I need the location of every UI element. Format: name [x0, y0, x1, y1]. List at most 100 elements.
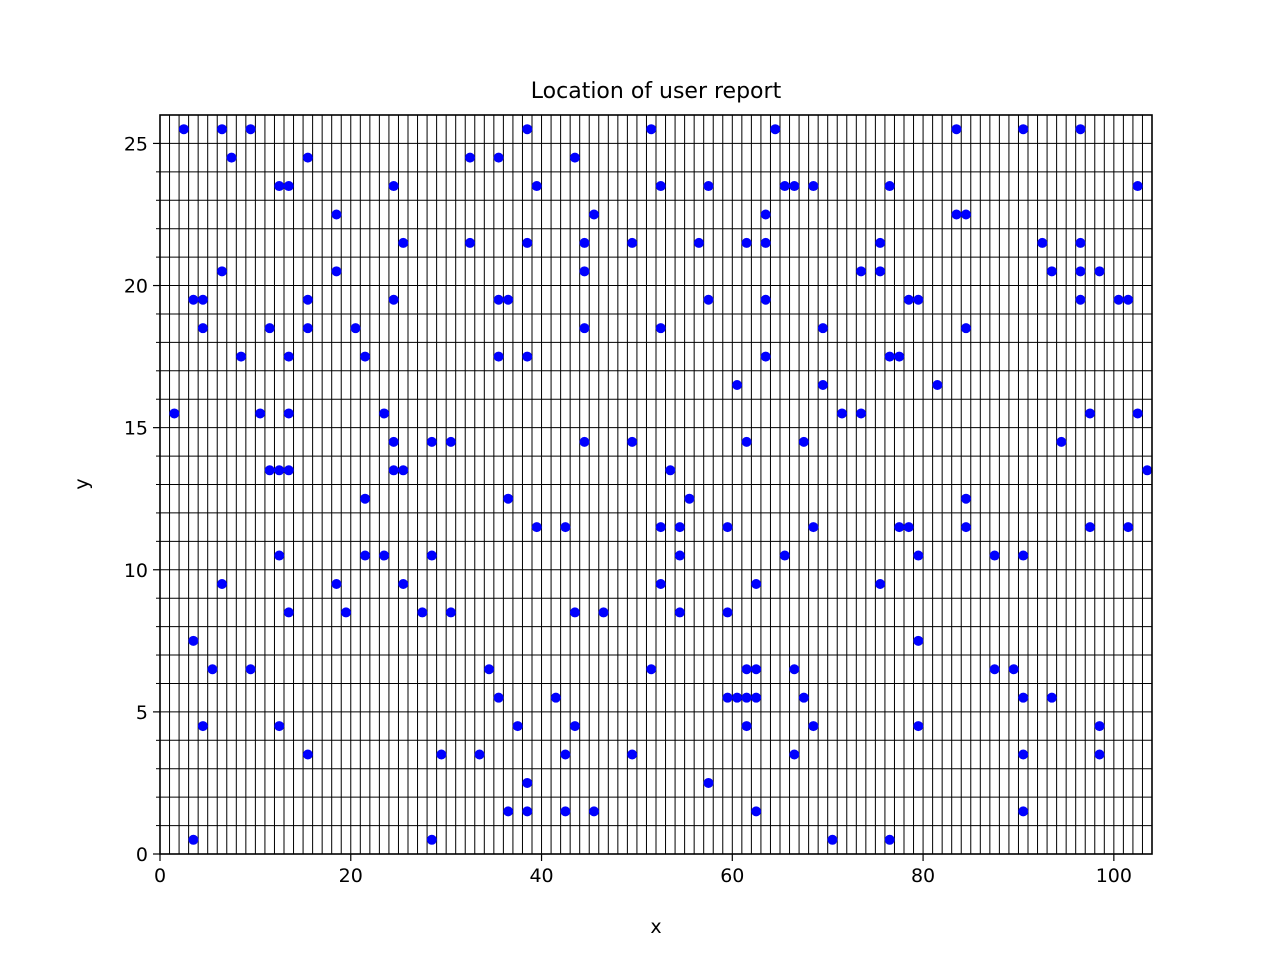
data-point	[331, 578, 342, 589]
data-point	[283, 181, 294, 192]
data-point	[560, 749, 571, 760]
data-point	[760, 351, 771, 362]
data-point	[350, 323, 361, 334]
data-point	[856, 408, 867, 419]
data-point	[903, 522, 914, 533]
data-point	[1056, 436, 1067, 447]
data-point	[436, 749, 447, 760]
data-point	[1142, 465, 1153, 476]
data-point	[264, 465, 275, 476]
data-point	[741, 721, 752, 732]
data-point	[884, 351, 895, 362]
data-point	[1085, 522, 1095, 533]
data-point	[808, 181, 819, 192]
data-point	[961, 522, 971, 533]
data-point	[1018, 806, 1029, 817]
data-point	[503, 493, 514, 504]
y-tick-label: 5	[136, 702, 148, 724]
data-point	[789, 664, 800, 675]
data-point	[388, 294, 399, 305]
data-point	[445, 607, 456, 618]
data-point	[751, 578, 762, 589]
grid-lines	[160, 115, 1152, 854]
data-point	[522, 237, 533, 248]
data-point	[274, 550, 285, 561]
data-point	[426, 436, 437, 447]
data-point	[646, 664, 657, 675]
data-point	[589, 209, 599, 220]
data-point	[817, 380, 828, 391]
data-point	[445, 436, 456, 447]
data-point	[283, 607, 294, 618]
data-point	[961, 493, 971, 504]
data-point	[875, 237, 886, 248]
data-point	[1008, 664, 1019, 675]
data-point	[1046, 692, 1057, 703]
data-point	[522, 124, 533, 135]
data-point	[884, 834, 895, 845]
data-point	[465, 152, 475, 163]
data-point	[360, 493, 371, 504]
data-point	[1075, 294, 1086, 305]
data-point	[913, 550, 924, 561]
data-point	[398, 237, 409, 248]
data-point	[522, 351, 533, 362]
data-point	[178, 124, 189, 135]
data-point	[379, 408, 390, 419]
data-point	[302, 152, 313, 163]
data-point	[674, 550, 685, 561]
data-point	[1018, 550, 1029, 561]
y-tick-label: 25	[124, 133, 148, 155]
data-point	[379, 550, 390, 561]
data-point	[703, 294, 714, 305]
data-point	[674, 607, 685, 618]
data-point	[674, 522, 685, 533]
data-point	[1018, 692, 1029, 703]
data-point	[388, 465, 399, 476]
data-point	[188, 834, 199, 845]
data-point	[1123, 294, 1134, 305]
data-point	[808, 721, 819, 732]
data-point	[703, 777, 714, 788]
data-point	[522, 777, 533, 788]
data-point	[398, 578, 409, 589]
data-point	[169, 408, 180, 419]
data-point	[989, 664, 1000, 675]
y-tick-label: 15	[124, 418, 148, 440]
data-point	[655, 181, 666, 192]
data-point	[426, 550, 437, 561]
data-point	[388, 436, 399, 447]
data-point	[283, 351, 294, 362]
x-axis-label: x	[650, 916, 661, 938]
data-point	[331, 209, 342, 220]
data-point	[569, 152, 580, 163]
data-point	[875, 578, 886, 589]
data-point	[884, 181, 895, 192]
x-tick-label: 60	[720, 865, 744, 887]
data-point	[741, 692, 752, 703]
data-point	[951, 209, 962, 220]
y-tick-label: 20	[124, 276, 148, 298]
data-point	[1132, 181, 1143, 192]
data-point	[598, 607, 609, 618]
data-point	[913, 721, 924, 732]
y-tick-label: 0	[136, 844, 148, 866]
data-point	[474, 749, 485, 760]
data-points	[169, 124, 1153, 845]
data-point	[665, 465, 676, 476]
data-point	[1018, 124, 1029, 135]
data-point	[484, 664, 495, 675]
data-point	[503, 806, 514, 817]
data-point	[1123, 522, 1134, 533]
data-point	[1094, 721, 1105, 732]
data-point	[188, 635, 199, 646]
data-point	[1018, 749, 1029, 760]
x-tick-label: 20	[339, 865, 363, 887]
data-point	[197, 323, 208, 334]
data-point	[894, 351, 905, 362]
data-point	[703, 181, 714, 192]
data-point	[426, 834, 437, 845]
x-tick-label: 80	[911, 865, 935, 887]
data-point	[302, 749, 313, 760]
data-point	[255, 408, 266, 419]
